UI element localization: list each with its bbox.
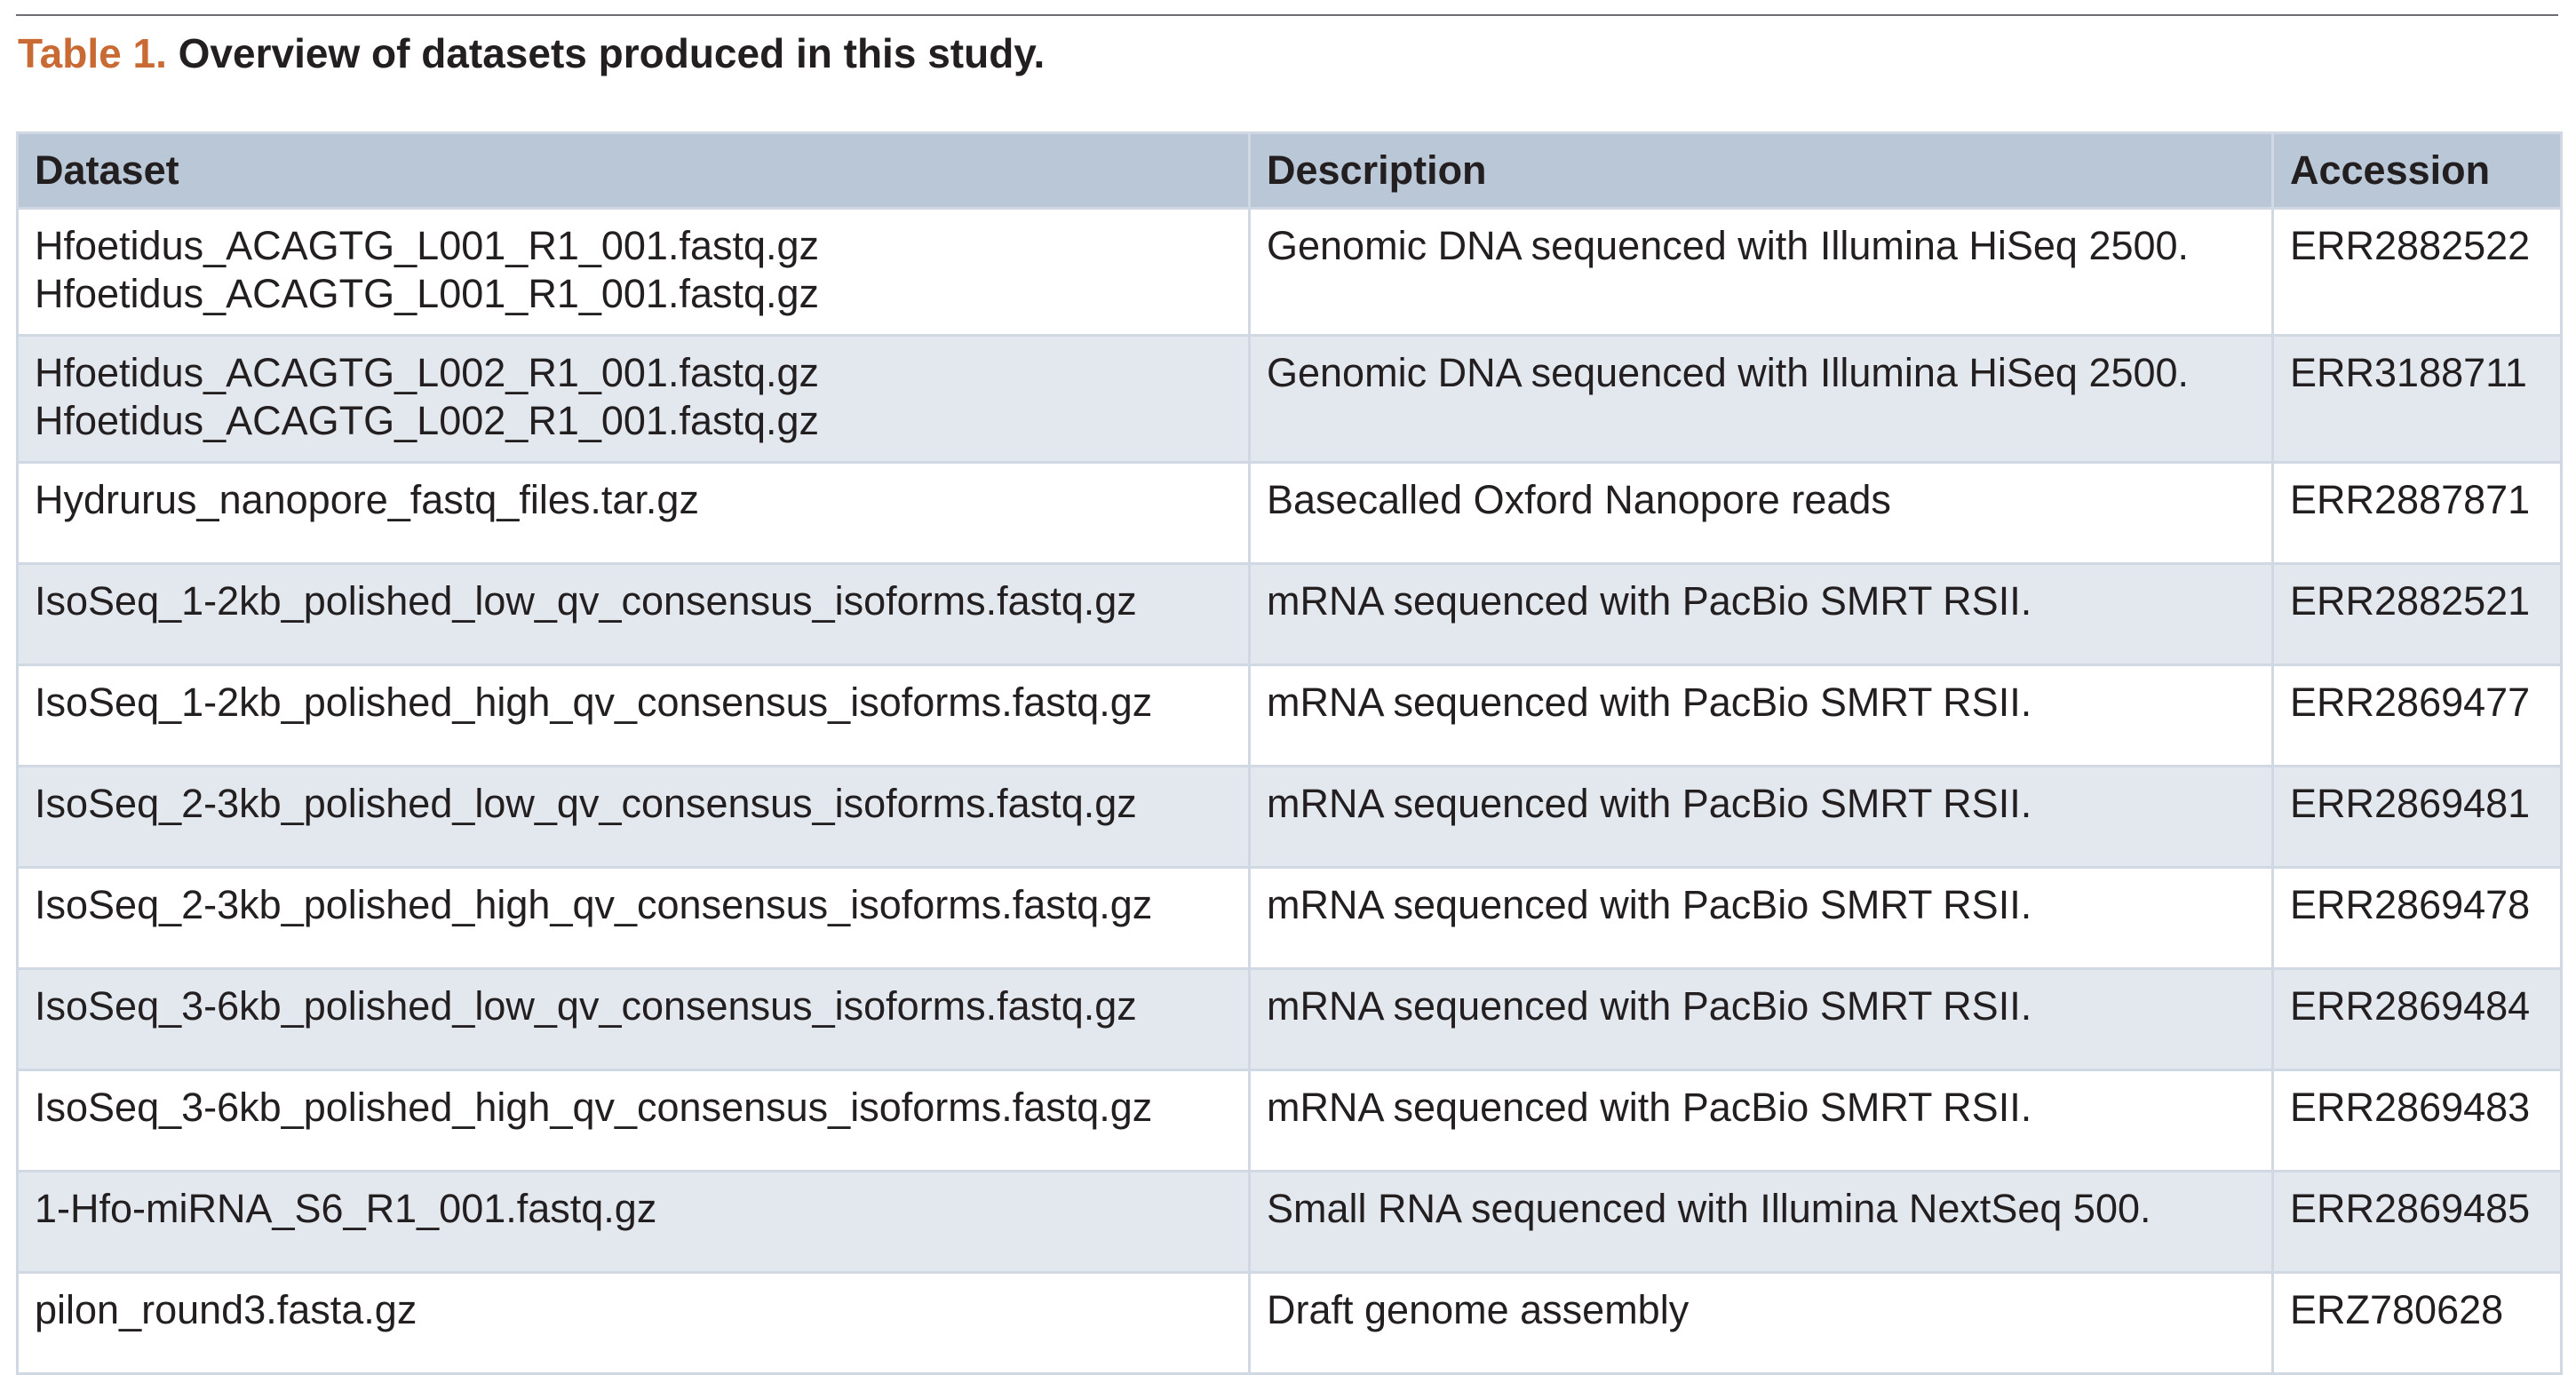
cell-dataset: IsoSeq_1-2kb_polished_high_qv_consensus_…: [16, 664, 1251, 767]
cell-accession: ERR2882521: [2271, 562, 2563, 666]
dataset-filename: IsoSeq_3-6kb_polished_low_qv_consensus_i…: [35, 983, 1137, 1029]
dataset-filename: IsoSeq_1-2kb_polished_low_qv_consensus_i…: [35, 578, 1137, 624]
cell-dataset: IsoSeq_3-6kb_polished_high_qv_consensus_…: [16, 1069, 1251, 1172]
cell-dataset: Hfoetidus_ACAGTG_L002_R1_001.fastq.gz Hfo…: [16, 334, 1251, 464]
dataset-filename: Hfoetidus_ACAGTG_L002_R1_001.fastq.gz: [35, 398, 820, 443]
cell-dataset: IsoSeq_2-3kb_polished_high_qv_consensus_…: [16, 866, 1251, 970]
cell-description: mRNA sequenced with PacBio SMRT RSII.: [1248, 967, 2274, 1071]
cell-dataset: pilon_round3.fasta.gz: [16, 1271, 1251, 1375]
cell-dataset: Hfoetidus_ACAGTG_L001_R1_001.fastq.gz Hfo…: [16, 207, 1251, 337]
dataset-filename: IsoSeq_3-6kb_polished_high_qv_consensus_…: [35, 1085, 1153, 1130]
cell-dataset: Hydrurus_nanopore_fastq_files.tar.gz: [16, 461, 1251, 565]
cell-description: Draft genome assembly: [1248, 1271, 2274, 1375]
cell-description: mRNA sequenced with PacBio SMRT RSII.: [1248, 1069, 2274, 1172]
table-row: Hfoetidus_ACAGTG_L002_R1_001.fastq.gz Hfo…: [16, 334, 2563, 464]
table-row: IsoSeq_3-6kb_polished_high_qv_consensus_…: [16, 1069, 2563, 1172]
cell-description: Small RNA sequenced with Illumina NextSe…: [1248, 1170, 2274, 1274]
table-body: Hfoetidus_ACAGTG_L001_R1_001.fastq.gz Hfo…: [16, 207, 2563, 1375]
table-row: 1-Hfo-miRNA_S6_R1_001.fastq.gz Small RNA …: [16, 1170, 2563, 1274]
datasets-table: Dataset Description Accession Hfoetidus_…: [16, 131, 2563, 1375]
dataset-filename: pilon_round3.fasta.gz: [35, 1287, 417, 1332]
cell-description: Genomic DNA sequenced with Illumina HiSe…: [1248, 334, 2274, 464]
cell-accession: ERR2869478: [2271, 866, 2563, 970]
table-row: IsoSeq_2-3kb_polished_low_qv_consensus_i…: [16, 765, 2563, 869]
cell-description: mRNA sequenced with PacBio SMRT RSII.: [1248, 664, 2274, 767]
cell-dataset: 1-Hfo-miRNA_S6_R1_001.fastq.gz: [16, 1170, 1251, 1274]
cell-description: Genomic DNA sequenced with Illumina HiSe…: [1248, 207, 2274, 337]
cell-accession: ERZ780628: [2271, 1271, 2563, 1375]
cell-description: mRNA sequenced with PacBio SMRT RSII.: [1248, 562, 2274, 666]
cell-accession: ERR2869485: [2271, 1170, 2563, 1274]
table-row: Hydrurus_nanopore_fastq_files.tar.gz Base…: [16, 461, 2563, 565]
table-row: IsoSeq_2-3kb_polished_high_qv_consensus_…: [16, 866, 2563, 970]
cell-accession: ERR2887871: [2271, 461, 2563, 565]
top-rule: [16, 14, 2558, 16]
cell-dataset: IsoSeq_1-2kb_polished_low_qv_consensus_i…: [16, 562, 1251, 666]
caption-label: Table 1.: [18, 30, 167, 76]
cell-accession: ERR2869477: [2271, 664, 2563, 767]
cell-accession: ERR2869481: [2271, 765, 2563, 869]
cell-accession: ERR3188711: [2271, 334, 2563, 464]
table-caption: Table 1. Overview of datasets produced i…: [18, 28, 1045, 78]
dataset-filename: IsoSeq_2-3kb_polished_high_qv_consensus_…: [35, 882, 1153, 927]
cell-accession: ERR2869484: [2271, 967, 2563, 1071]
cell-accession: ERR2869483: [2271, 1069, 2563, 1172]
cell-accession: ERR2882522: [2271, 207, 2563, 337]
caption-title: Overview of datasets produced in this st…: [178, 30, 1046, 76]
table-row: Hfoetidus_ACAGTG_L001_R1_001.fastq.gz Hfo…: [16, 207, 2563, 337]
dataset-filename: Hydrurus_nanopore_fastq_files.tar.gz: [35, 477, 699, 522]
table-header-row: Dataset Description Accession: [16, 131, 2563, 210]
table-row: IsoSeq_1-2kb_polished_low_qv_consensus_i…: [16, 562, 2563, 666]
table-row: pilon_round3.fasta.gz Draft genome assemb…: [16, 1271, 2563, 1375]
header-accession: Accession: [2271, 131, 2563, 210]
cell-description: mRNA sequenced with PacBio SMRT RSII.: [1248, 866, 2274, 970]
header-dataset: Dataset: [16, 131, 1251, 210]
dataset-filename: Hfoetidus_ACAGTG_L002_R1_001.fastq.gz: [35, 350, 820, 395]
dataset-filename: Hfoetidus_ACAGTG_L001_R1_001.fastq.gz: [35, 223, 820, 268]
cell-dataset: IsoSeq_2-3kb_polished_low_qv_consensus_i…: [16, 765, 1251, 869]
dataset-filename: Hfoetidus_ACAGTG_L001_R1_001.fastq.gz: [35, 271, 820, 316]
header-description: Description: [1248, 131, 2274, 210]
table-row: IsoSeq_3-6kb_polished_low_qv_consensus_i…: [16, 967, 2563, 1071]
cell-description: mRNA sequenced with PacBio SMRT RSII.: [1248, 765, 2274, 869]
dataset-filename: IsoSeq_1-2kb_polished_high_qv_consensus_…: [35, 680, 1153, 725]
table-row: IsoSeq_1-2kb_polished_high_qv_consensus_…: [16, 664, 2563, 767]
cell-dataset: IsoSeq_3-6kb_polished_low_qv_consensus_i…: [16, 967, 1251, 1071]
cell-description: Basecalled Oxford Nanopore reads: [1248, 461, 2274, 565]
dataset-filename: 1-Hfo-miRNA_S6_R1_001.fastq.gz: [35, 1186, 657, 1231]
dataset-filename: IsoSeq_2-3kb_polished_low_qv_consensus_i…: [35, 781, 1137, 826]
